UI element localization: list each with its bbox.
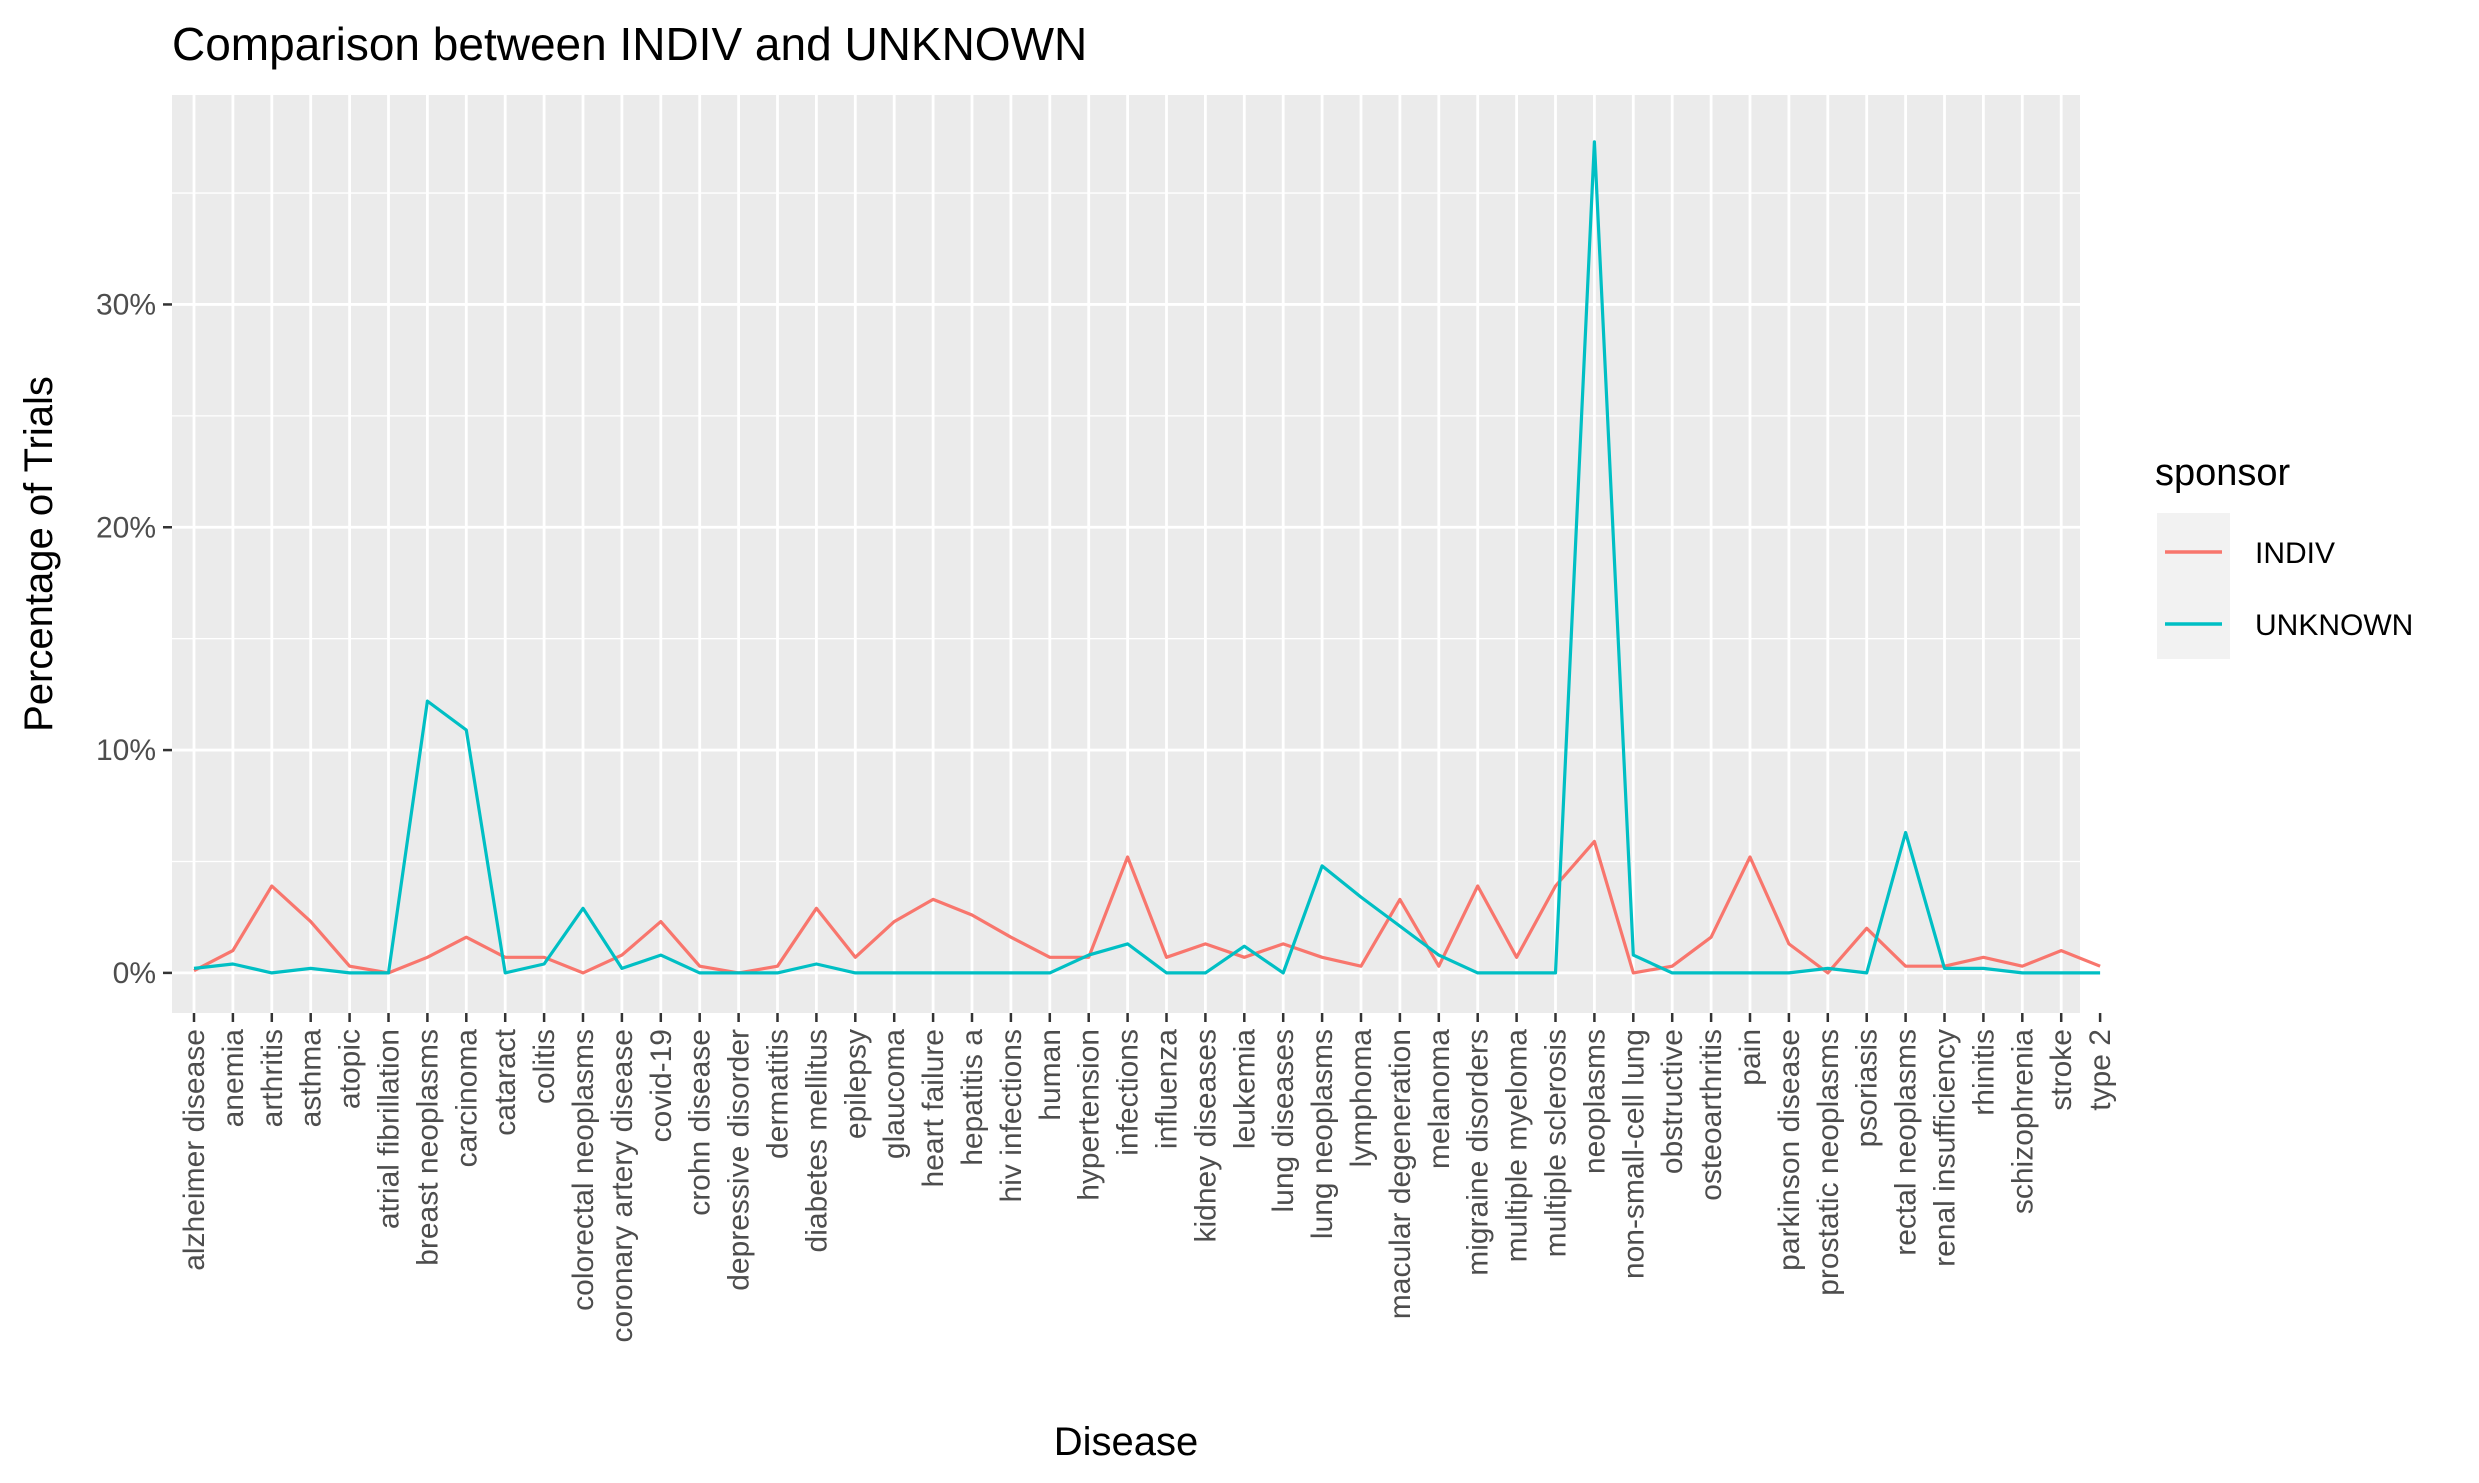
x-tick-label: rectal neoplasms — [1890, 1029, 1923, 1256]
x-tick-label: type 2 — [2084, 1029, 2117, 1111]
x-tick-label: migraine disorders — [1462, 1029, 1495, 1276]
y-axis: 0% 10% 20% 30% — [96, 288, 172, 990]
x-tick-label: osteoarthritis — [1695, 1029, 1728, 1201]
x-axis: alzheimer disease anemia arthritis asthma at… — [178, 1013, 2117, 1342]
x-tick-label: hepatitis a — [956, 1029, 989, 1166]
legend-key-background — [2157, 513, 2230, 659]
x-tick-label: alzheimer disease — [178, 1029, 211, 1271]
x-tick-label: lymphoma — [1345, 1029, 1378, 1168]
x-tick-label: pain — [1734, 1029, 1767, 1086]
x-tick-label: colitis — [528, 1029, 561, 1104]
x-tick-label: hiv infections — [995, 1029, 1028, 1202]
x-tick-label: melanoma — [1423, 1029, 1456, 1169]
x-tick-label: crohn disease — [684, 1029, 717, 1216]
x-tick-label: depressive disorder — [723, 1029, 756, 1291]
x-tick-label: hypertension — [1073, 1029, 1106, 1201]
x-tick-label: non-small-cell lung — [1617, 1029, 1650, 1279]
legend-label-unknown: UNKNOWN — [2255, 609, 2413, 642]
y-tick-label: 0% — [113, 957, 156, 990]
x-tick-label: schizophrenia — [2006, 1029, 2039, 1214]
x-tick-label: atopic — [334, 1029, 367, 1109]
major-gridlines — [172, 95, 2102, 1013]
x-tick-label: leukemia — [1228, 1029, 1261, 1149]
series-line-unknown — [193, 140, 2101, 975]
x-axis-title: Disease — [1054, 1420, 1199, 1464]
y-tick-label: 30% — [96, 288, 156, 321]
x-tick-label: macular degeneration — [1384, 1029, 1417, 1319]
x-tick-label: renal insufficiency — [1929, 1029, 1962, 1267]
x-tick-label: multiple myeloma — [1501, 1029, 1534, 1263]
x-tick-label: glaucoma — [878, 1029, 911, 1159]
x-tick-label: arthritis — [256, 1029, 289, 1127]
x-tick-label: parkinson disease — [1773, 1029, 1806, 1271]
x-tick-label: covid-19 — [645, 1029, 678, 1142]
x-tick-label: neoplasms — [1578, 1029, 1611, 1174]
x-tick-label: lung neoplasms — [1306, 1029, 1339, 1239]
y-tick-label: 10% — [96, 734, 156, 767]
legend-label-indiv: INDIV — [2255, 537, 2335, 570]
x-tick-label: influenza — [1151, 1029, 1184, 1149]
x-tick-label: stroke — [2045, 1029, 2078, 1111]
x-tick-label: prostatic neoplasms — [1812, 1029, 1845, 1296]
series-layer — [193, 140, 2101, 975]
x-tick-label: kidney diseases — [1189, 1029, 1222, 1242]
x-tick-label: coronary artery disease — [606, 1029, 639, 1342]
y-tick-label: 20% — [96, 511, 156, 544]
x-tick-label: colorectal neoplasms — [567, 1029, 600, 1311]
legend: sponsor INDIV UNKNOWN — [2155, 452, 2413, 659]
plot-panel — [172, 95, 2080, 1013]
x-tick-label: psoriasis — [1851, 1029, 1884, 1147]
x-tick-label: carcinoma — [450, 1029, 483, 1168]
x-tick-label: asthma — [295, 1029, 328, 1128]
x-tick-label: human — [1034, 1029, 1067, 1121]
chart-title: Comparison between INDIV and UNKNOWN — [172, 18, 1087, 70]
x-tick-label: heart failure — [917, 1029, 950, 1187]
x-tick-label: breast neoplasms — [411, 1029, 444, 1266]
x-tick-label: infections — [1112, 1029, 1145, 1156]
x-tick-label: atrial fibrillation — [373, 1029, 406, 1229]
x-tick-label: diabetes mellitus — [800, 1029, 833, 1252]
x-tick-label: lung diseases — [1267, 1029, 1300, 1212]
legend-title: sponsor — [2155, 452, 2291, 494]
x-tick-label: anemia — [217, 1029, 250, 1128]
x-tick-label: multiple sclerosis — [1540, 1029, 1573, 1257]
x-tick-label: dermatitis — [762, 1029, 795, 1159]
x-tick-label: cataract — [489, 1028, 522, 1135]
x-tick-label: rhinitis — [1967, 1029, 2000, 1116]
x-tick-label: obstructive — [1656, 1029, 1689, 1174]
y-axis-title: Percentage of Trials — [17, 376, 61, 732]
x-tick-label: epilepsy — [839, 1029, 872, 1139]
series-line-indiv — [193, 839, 2101, 975]
